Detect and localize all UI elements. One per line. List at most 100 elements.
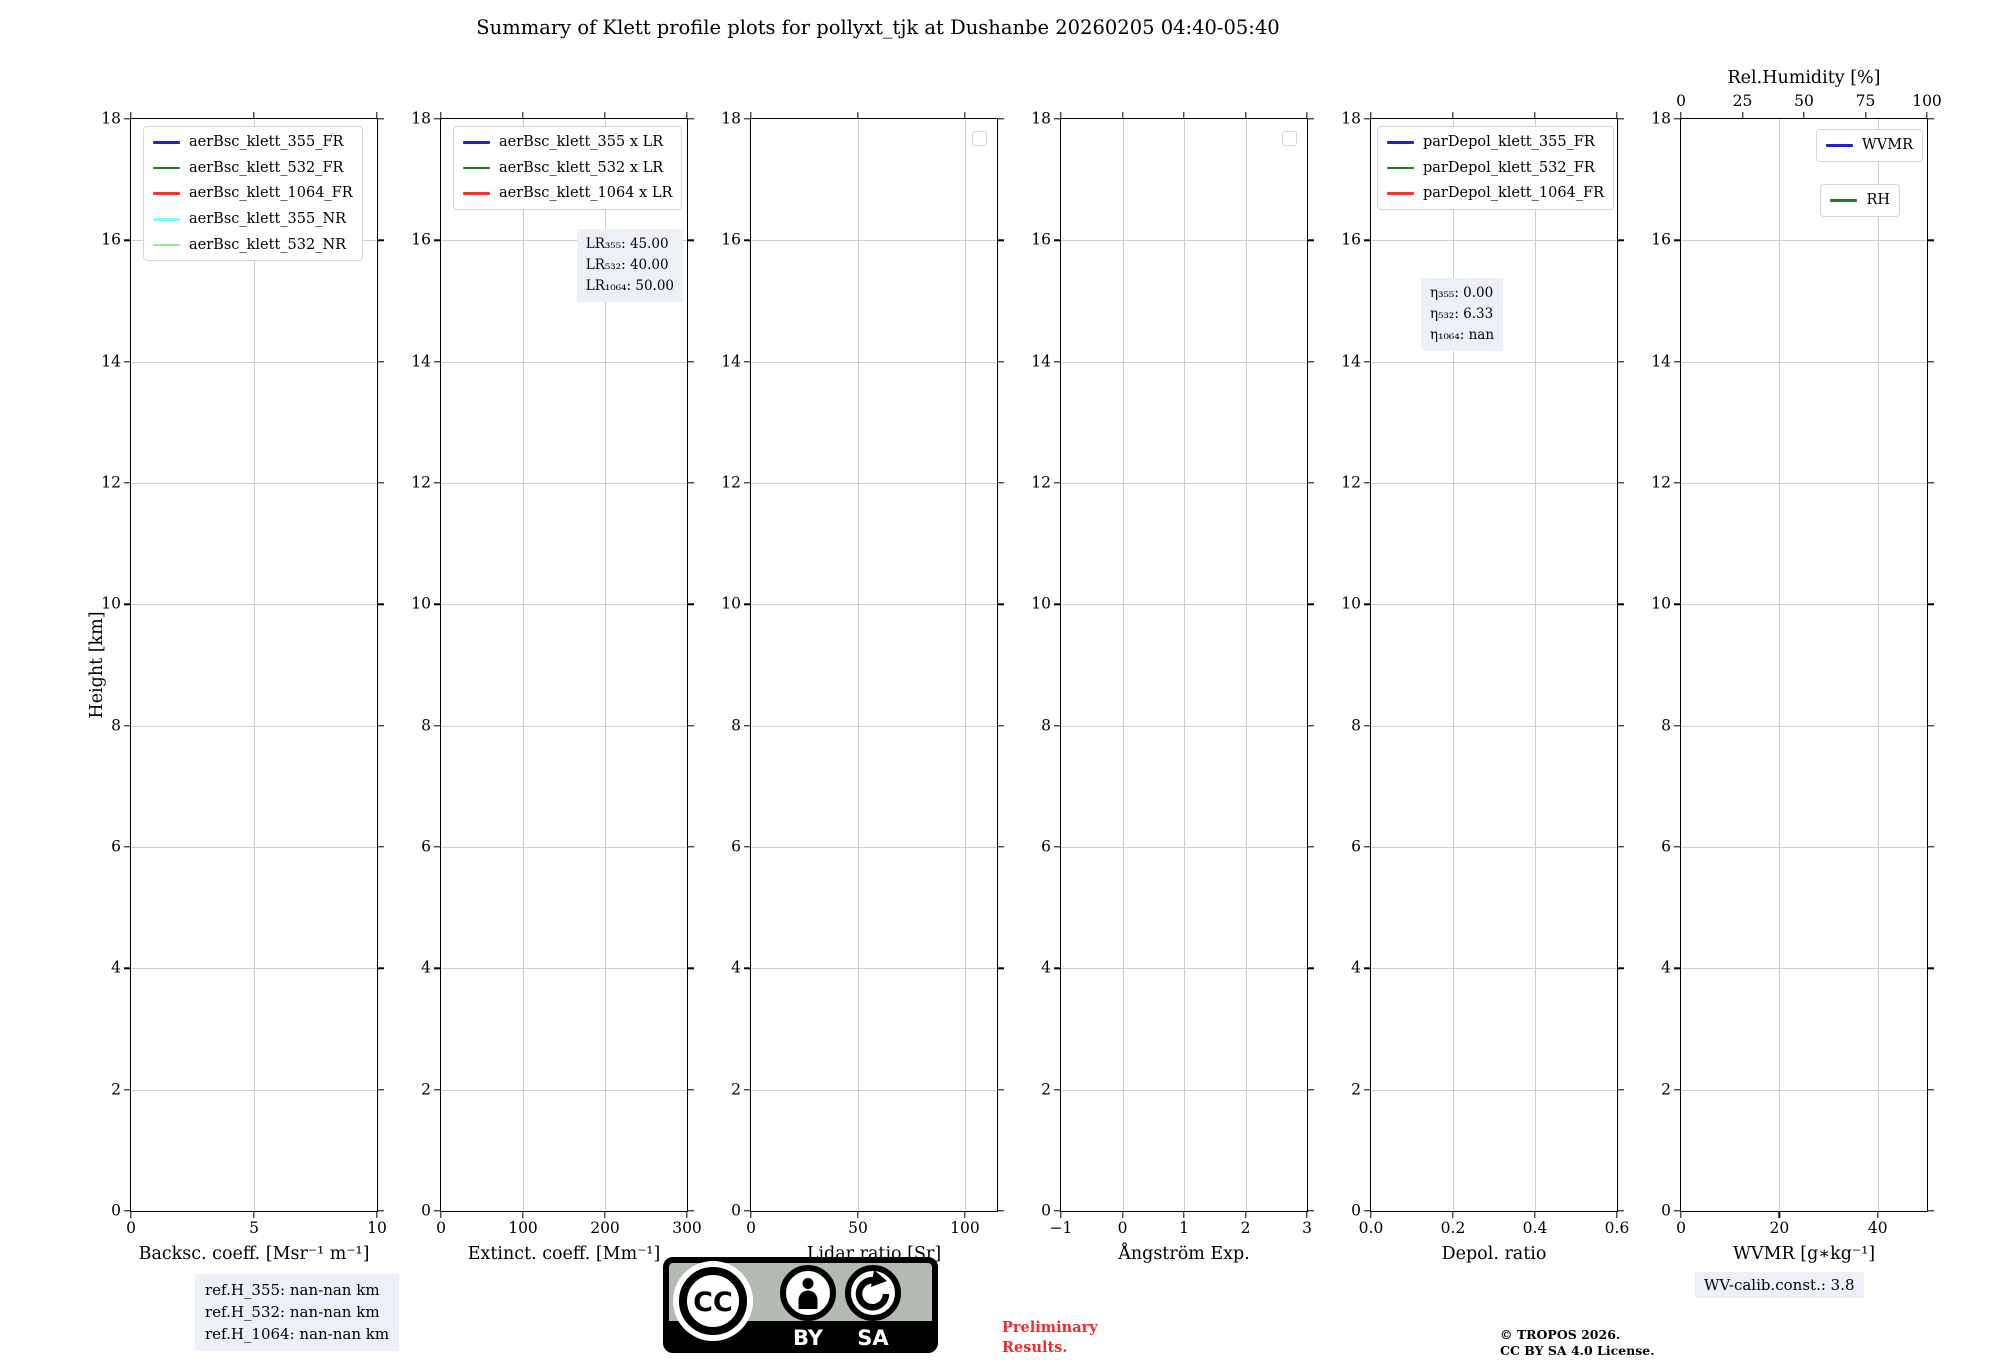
- gridline-h: [1061, 604, 1307, 606]
- y-tick-mark: [1927, 846, 1934, 848]
- legend-entry: parDepol_klett_355_FR: [1387, 134, 1604, 151]
- y-tick-mark: [377, 846, 384, 848]
- legend-box: aerBsc_klett_355 x LR aerBsc_klett_532 x …: [453, 126, 683, 211]
- y-tick-mark: [744, 360, 751, 363]
- y-tick-mark: [1054, 603, 1061, 606]
- y-tick-mark: [1674, 846, 1681, 848]
- legend-line-swatch: [1825, 144, 1853, 147]
- x-tick-mark: [1778, 1211, 1781, 1218]
- gridline-h: [1371, 725, 1617, 727]
- ref-h-1064-line: ref.H_1064: nan-nan km: [205, 1324, 390, 1343]
- gridline-h: [131, 483, 377, 484]
- y-tick-label: 16: [721, 230, 741, 249]
- legend-label: aerBsc_klett_532_FR: [189, 159, 344, 176]
- legend-line-swatch: [1387, 166, 1414, 170]
- y-tick-label: 12: [1651, 473, 1671, 492]
- top-tick-label: 75: [1855, 91, 1876, 110]
- y-tick-label: 16: [411, 230, 431, 249]
- y-tick-mark: [124, 360, 131, 363]
- y-tick-mark: [1364, 239, 1371, 242]
- y-tick-mark: [1927, 1088, 1934, 1091]
- cc-by-sa-badge: CC BY SA: [663, 1257, 938, 1357]
- y-tick-label: 14: [721, 351, 741, 370]
- y-tick-label: 2: [111, 1079, 121, 1098]
- y-tick-mark: [1054, 967, 1061, 970]
- y-tick-mark: [1674, 482, 1681, 484]
- copyright-note: © TROPOS 2026. CC BY SA 4.0 License.: [1500, 1327, 1655, 1360]
- x-tick-mark: [1060, 112, 1062, 119]
- x-tick-mark: [604, 1211, 606, 1218]
- y-tick-mark: [687, 118, 694, 120]
- y-tick-label: 12: [411, 473, 431, 492]
- y-tick-mark: [1927, 1210, 1934, 1212]
- y-tick-label: 0: [1351, 1201, 1361, 1220]
- y-tick-mark: [124, 239, 131, 242]
- annotation-line: η₅₃₂: 6.33: [1430, 305, 1494, 322]
- y-tick-mark: [687, 360, 694, 363]
- gridline-h: [1371, 361, 1617, 363]
- gridline-h: [751, 240, 997, 242]
- legend-box: WVMR: [1815, 129, 1923, 162]
- y-tick-mark: [1054, 360, 1061, 363]
- y-tick-mark: [1307, 1210, 1314, 1212]
- y-tick-mark: [1364, 118, 1371, 120]
- x-tick-mark: [1121, 112, 1124, 119]
- x-axis-label: Ångström Exp.: [1118, 1244, 1250, 1264]
- gridline-h: [1681, 847, 1927, 848]
- x-tick-mark: [1370, 1211, 1372, 1218]
- annotation-line: LR₃₅₅: 45.00: [585, 236, 669, 252]
- y-tick-label: 8: [1661, 715, 1671, 734]
- legend-entry: RH: [1830, 192, 1890, 209]
- y-tick-mark: [1674, 603, 1681, 606]
- y-tick-mark: [1674, 360, 1681, 363]
- gridline-h: [131, 968, 377, 970]
- legend-entry: aerBsc_klett_532 x LR: [463, 160, 672, 177]
- gridline-h: [441, 361, 687, 363]
- y-tick-mark: [1364, 360, 1371, 363]
- gridline-h: [441, 604, 687, 606]
- x-tick-mark: [857, 112, 859, 119]
- x-tick-mark: [440, 112, 442, 119]
- y-tick-mark: [1927, 482, 1934, 484]
- gridline-h: [1371, 604, 1617, 606]
- plot-area: 0 20 40 0 2 4 6 8 10 12 14 16 18 0 25 50 75 100 Rel.Humidi…: [1651, 68, 1942, 1264]
- y-tick-label: 0: [421, 1201, 431, 1220]
- y-tick-mark: [687, 967, 694, 970]
- x-tick-mark: [1244, 1211, 1247, 1218]
- y-tick-mark: [1054, 724, 1061, 727]
- y-tick-label: 18: [411, 109, 431, 128]
- gridline-h: [1061, 1089, 1307, 1091]
- y-tick-label: 6: [731, 837, 741, 856]
- legend-label: aerBsc_klett_532 x LR: [499, 159, 664, 176]
- x-tick-label: 0: [746, 1219, 756, 1237]
- gridline-h: [1681, 483, 1927, 484]
- x-tick-label: 10: [367, 1219, 387, 1237]
- figure-title: Summary of Klett profile plots for polly…: [476, 16, 1280, 39]
- legend-line-swatch: [1830, 199, 1858, 202]
- y-tick-mark: [997, 1088, 1004, 1091]
- gridline-h: [1681, 968, 1927, 970]
- y-tick-label: 8: [731, 715, 741, 734]
- legend-label: parDepol_klett_532_FR: [1423, 159, 1595, 176]
- x-tick-label: 0: [1117, 1219, 1128, 1237]
- y-tick-mark: [377, 482, 384, 484]
- preliminary-results-note: Preliminary Results.: [1002, 1318, 1098, 1357]
- y-tick-mark: [1927, 118, 1934, 120]
- y-tick-mark: [1364, 482, 1371, 484]
- legend-box: RH: [1820, 184, 1900, 217]
- legend-entry: aerBsc_klett_355_NR: [153, 211, 353, 228]
- y-tick-mark: [1927, 724, 1934, 727]
- plot-area: −1 0 1 2 3 0 2 4 6 8 10 12 14 16 18 Ångström Exp.: [1031, 111, 1314, 1264]
- gridline-h: [1681, 240, 1927, 242]
- y-tick-mark: [1617, 724, 1624, 727]
- y-tick-label: 10: [101, 594, 121, 613]
- top-tick-label: 50: [1794, 91, 1814, 110]
- x-tick-mark: [1616, 112, 1618, 119]
- y-tick-mark: [434, 1210, 441, 1212]
- subplot-5: 0.0 0.2 0.4 0.6 0 2 4 6 8 10 12 14 16 18 parDepol_klet…: [1341, 111, 1629, 1264]
- legend-label: aerBsc_klett_532_NR: [189, 236, 347, 253]
- y-tick-mark: [124, 482, 131, 484]
- y-tick-mark: [1307, 603, 1314, 606]
- y-tick-label: 16: [1341, 230, 1361, 249]
- legend-entry: WVMR: [1825, 137, 1913, 154]
